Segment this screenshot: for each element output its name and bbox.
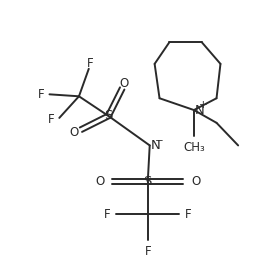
Text: F: F: [48, 113, 54, 126]
Text: F: F: [104, 208, 111, 221]
Text: F: F: [38, 88, 45, 101]
Text: O: O: [191, 175, 200, 188]
Text: O: O: [69, 126, 79, 139]
Text: O: O: [120, 77, 129, 90]
Text: −: −: [155, 135, 164, 146]
Text: +: +: [199, 100, 208, 110]
Text: S: S: [144, 175, 152, 188]
Text: F: F: [144, 245, 151, 258]
Text: F: F: [87, 57, 93, 70]
Text: N: N: [151, 139, 160, 152]
Text: S: S: [104, 109, 113, 122]
Text: O: O: [95, 175, 104, 188]
Text: N: N: [195, 103, 205, 116]
Text: CH₃: CH₃: [183, 141, 205, 154]
Text: F: F: [185, 208, 192, 221]
